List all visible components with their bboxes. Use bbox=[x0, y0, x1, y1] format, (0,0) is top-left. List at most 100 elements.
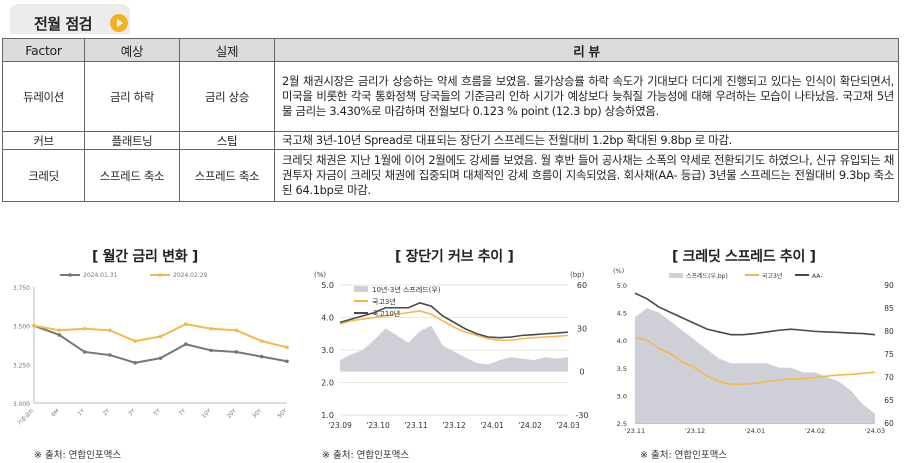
y-tick-label: 3.750 bbox=[13, 285, 30, 292]
data-point bbox=[209, 326, 213, 331]
left-unit: (%) bbox=[613, 267, 624, 275]
y-right-tick-label: 70 bbox=[884, 373, 894, 382]
table-header: 리 뷰 bbox=[274, 38, 899, 62]
legend-marker bbox=[68, 273, 72, 277]
source-note: ※ 출처: 연합인포맥스 bbox=[34, 450, 122, 461]
x-tick-label: '23.11 bbox=[404, 421, 428, 430]
review-cell: 2월 채권시장은 금리가 상승하는 약세 흐름을 보였음. 물가상승률 하락 속… bbox=[274, 61, 899, 132]
expected-cell: 금리 하락 bbox=[84, 61, 180, 132]
table-row: 크레딧 스프레드 축소 스프레드 축소 크레딧 채권은 지난 1월에 이어 2월… bbox=[2, 149, 899, 202]
x-tick-label: 6M bbox=[51, 408, 61, 418]
actual-cell: 금리 상승 bbox=[179, 61, 275, 132]
curve-chart: (%) (bp) 1.0 2.0 3.0 4.0 5.0 -30 0 30 60 '23.09 '23.… bbox=[314, 271, 589, 430]
y-right-tick-label: 60 bbox=[577, 281, 587, 290]
review-cell: 국고채 3년-10년 Spread로 대표되는 장단기 스프레드는 전월대비 1… bbox=[274, 131, 899, 150]
y-right-tick-label: 65 bbox=[884, 396, 894, 405]
x-tick-label: '24.01 bbox=[480, 421, 504, 430]
y-tick-label: 5.0 bbox=[617, 282, 627, 290]
x-tick-label: 2Y bbox=[102, 408, 112, 418]
y-tick-label: 4.0 bbox=[617, 337, 627, 345]
data-point bbox=[209, 348, 213, 353]
table-header-row: Factor 예상 실제 리 뷰 bbox=[2, 38, 899, 62]
expected-cell: 플래트닝 bbox=[84, 131, 180, 150]
table-header: 예상 bbox=[84, 38, 180, 62]
x-tick-label: '24.03 bbox=[556, 421, 580, 430]
review-table: Factor 예상 실제 리 뷰 듀레이션 금리 하락 금리 상승 2월 채권시… bbox=[2, 38, 899, 202]
source-note: ※ 출처: 연합인포맥스 bbox=[640, 450, 728, 461]
play-icon[interactable] bbox=[110, 14, 128, 32]
data-point bbox=[234, 328, 239, 333]
y-right-tick-label: 75 bbox=[884, 350, 894, 359]
curve-chart-title: [ 장단기 커브 추이 ] bbox=[395, 249, 514, 265]
y-tick-label: 4.0 bbox=[321, 314, 334, 323]
data-point bbox=[184, 342, 188, 347]
y-right-tick-label: 90 bbox=[884, 281, 894, 290]
data-point bbox=[57, 333, 62, 337]
x-tick-label: 기준금리 bbox=[15, 407, 35, 427]
data-point bbox=[234, 350, 239, 354]
x-tick-label: '23.09 bbox=[328, 421, 352, 430]
spread-area bbox=[340, 325, 568, 372]
legend-label: 국고10년 bbox=[372, 309, 400, 318]
series-line bbox=[339, 310, 569, 342]
y-tick-label: 2.0 bbox=[321, 379, 334, 388]
x-tick-label: 5Y bbox=[153, 408, 163, 418]
y-tick-label: 5.0 bbox=[321, 281, 334, 290]
right-unit: (bp) bbox=[570, 271, 585, 279]
x-tick-label: '23.10 bbox=[366, 421, 390, 430]
left-unit: (%) bbox=[314, 271, 326, 279]
data-point bbox=[32, 323, 36, 328]
data-point bbox=[259, 339, 264, 343]
legend-label: AA- bbox=[812, 273, 822, 280]
section-title: 전월 점검 bbox=[34, 15, 92, 33]
legend-label: 국고3년 bbox=[372, 297, 396, 306]
y-tick-label: 3.0 bbox=[321, 346, 334, 355]
legend-marker bbox=[158, 273, 162, 277]
y-tick-label: 3.000 bbox=[13, 401, 30, 408]
factor-cell: 커브 bbox=[2, 131, 85, 150]
section-tab: 전월 점검 bbox=[10, 4, 130, 34]
data-point bbox=[82, 350, 87, 354]
table-row: 듀레이션 금리 하락 금리 상승 2월 채권시장은 금리가 상승하는 약세 흐름… bbox=[2, 61, 899, 132]
data-point bbox=[108, 353, 112, 357]
review-cell: 크레딧 채권은 지난 1월에 이어 2월에도 강세를 보였음. 월 후반 들어 … bbox=[274, 149, 899, 202]
factor-cell: 듀레이션 bbox=[2, 61, 85, 132]
y-right-tick-label: 80 bbox=[884, 327, 894, 336]
actual-cell: 스팁 bbox=[179, 131, 275, 150]
legend-label: 2024.01.31 bbox=[83, 272, 118, 279]
x-tick-label: '24.03 bbox=[865, 427, 885, 435]
y-right-tick-label: -30 bbox=[575, 411, 588, 420]
x-tick-label: 20Y bbox=[226, 408, 238, 420]
data-point bbox=[133, 339, 137, 343]
y-right-tick-label: 0 bbox=[579, 368, 584, 377]
legend-label: 국고3년 bbox=[762, 272, 782, 280]
data-point bbox=[82, 326, 87, 331]
x-tick-label: '24.02 bbox=[805, 427, 825, 435]
source-note: ※ 출처: 연합인포맥스 bbox=[322, 450, 410, 461]
y-right-tick-label: 85 bbox=[884, 304, 894, 313]
series-line bbox=[634, 336, 876, 386]
y-tick-label: 4.5 bbox=[617, 310, 627, 318]
legend-swatch bbox=[354, 286, 368, 292]
factor-cell: 크레딧 bbox=[2, 149, 85, 202]
y-right-tick-label: 60 bbox=[884, 419, 894, 428]
x-tick-label: 7Y bbox=[178, 408, 188, 418]
data-point bbox=[158, 334, 163, 339]
y-tick-label: 3.500 bbox=[13, 324, 30, 331]
table-header: 실제 bbox=[179, 38, 275, 62]
x-tick-label: '24.02 bbox=[518, 421, 542, 430]
y-tick-label: 2.5 bbox=[617, 420, 627, 428]
x-tick-label: 1Y bbox=[77, 408, 87, 418]
data-point bbox=[108, 328, 112, 333]
data-point bbox=[285, 345, 289, 350]
expected-cell: 스프레드 축소 bbox=[84, 149, 180, 202]
x-tick-label: 30Y bbox=[252, 408, 264, 420]
x-tick-label: '23.12 bbox=[685, 427, 705, 435]
x-tick-label: '23.11 bbox=[625, 427, 645, 435]
x-tick-label: 3Y bbox=[128, 408, 138, 418]
legend-label: 10년-3년 스프레드(우) bbox=[372, 285, 441, 294]
data-point bbox=[259, 354, 264, 359]
table-row: 커브 플래트닝 스팁 국고채 3년-10년 Spread로 대표되는 장단기 스… bbox=[2, 131, 899, 150]
y-right-tick-label: 30 bbox=[577, 324, 587, 333]
data-point bbox=[285, 359, 289, 364]
